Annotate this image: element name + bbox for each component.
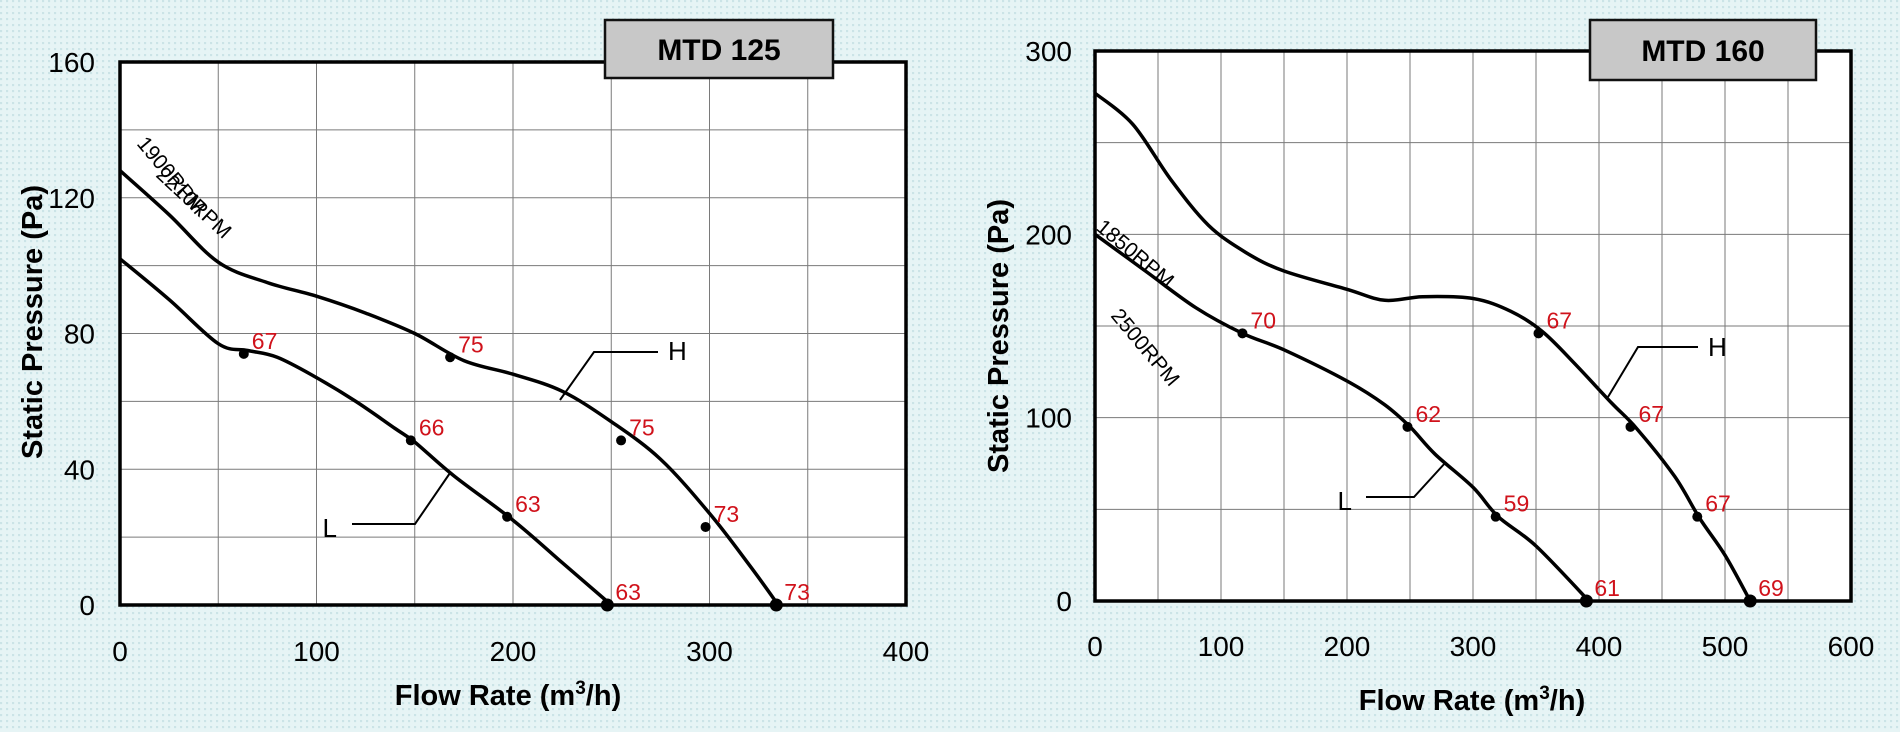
curve-tag-label: H	[668, 336, 687, 366]
x-axis-title-superscript: 3	[575, 678, 586, 699]
x-axis-title: Flow Rate (m3/h)	[1359, 683, 1585, 717]
x-axis-title-tail: /h)	[586, 680, 621, 712]
data-label: 67	[1639, 401, 1665, 427]
y-tick-label: 0	[79, 590, 95, 621]
x-tick-label: 300	[686, 636, 733, 667]
x-tick-label: 0	[1087, 631, 1103, 662]
data-label: 63	[515, 491, 541, 517]
data-point	[769, 598, 783, 612]
data-point	[700, 521, 711, 532]
data-point	[1490, 511, 1501, 522]
data-label: 59	[1504, 491, 1530, 517]
x-axis-title-main: Flow Rate (m	[1359, 685, 1539, 717]
x-tick-label: 200	[1324, 631, 1371, 662]
data-label: 61	[1594, 575, 1620, 601]
data-point	[238, 348, 249, 359]
chart-1: 0 100 200 300 400 500 600 0 100 200 300 Static Pres…	[983, 18, 1875, 717]
y-tick-label: 200	[1025, 219, 1072, 250]
data-label: 70	[1250, 307, 1276, 333]
x-axis-title-superscript: 3	[1539, 683, 1550, 704]
data-point	[616, 435, 627, 446]
y-tick-label: 300	[1025, 36, 1072, 67]
y-tick-label: 40	[64, 454, 95, 485]
y-axis-title: Static Pressure (Pa)	[17, 185, 49, 459]
curve-tag-label: L	[323, 513, 337, 543]
data-point	[405, 435, 416, 446]
leader-line	[1366, 461, 1447, 498]
x-tick-label: 100	[1198, 631, 1245, 662]
x-tick-label: 300	[1450, 631, 1497, 662]
series-line	[118, 257, 613, 607]
data-label: 67	[252, 328, 278, 354]
x-tick-label: 400	[1576, 631, 1623, 662]
chart-title-box	[603, 18, 835, 80]
x-tick-label: 400	[883, 636, 930, 667]
y-tick-label: 80	[64, 319, 95, 350]
data-label: 73	[784, 579, 810, 605]
x-tick-label: 200	[490, 636, 537, 667]
data-label: 75	[458, 331, 484, 357]
y-axis-title: Static Pressure (Pa)	[983, 199, 1015, 473]
y-tick-label: 100	[1025, 403, 1072, 434]
x-tick-label: 600	[1828, 631, 1875, 662]
data-point	[1625, 421, 1636, 432]
data-point	[502, 511, 513, 522]
leader-line	[352, 472, 451, 525]
data-label: 67	[1705, 491, 1731, 517]
data-label: 75	[629, 414, 655, 440]
leader-line	[559, 351, 658, 401]
data-label: 63	[615, 579, 641, 605]
data-point	[1533, 328, 1544, 339]
plot-frame	[1093, 49, 1853, 603]
chart-title: MTD 160	[1641, 35, 1764, 68]
curve-tag-label: L	[1338, 486, 1352, 516]
data-point	[1743, 594, 1757, 608]
data-point	[1579, 594, 1593, 608]
chart-title: MTD 125	[657, 34, 780, 67]
data-label: 62	[1415, 401, 1441, 427]
series-line	[118, 169, 780, 607]
data-label: 73	[714, 501, 740, 527]
chart-title-box	[1588, 18, 1818, 82]
y-tick-label: 0	[1056, 586, 1072, 617]
data-point	[1237, 328, 1248, 339]
plot-frame	[118, 60, 908, 607]
x-axis-title-tail: /h)	[1550, 685, 1585, 717]
data-point	[445, 352, 456, 363]
series-line	[1093, 91, 1752, 602]
data-point	[1692, 511, 1703, 522]
data-point	[1402, 421, 1413, 432]
y-tick-label: 160	[48, 47, 95, 78]
data-label: 67	[1547, 307, 1573, 333]
leader-line	[1607, 346, 1698, 398]
y-tick-label: 120	[48, 183, 95, 214]
chart-0: 0 100 200 300 400 0 40 80 120 160 Static Pressure …	[17, 18, 930, 712]
data-label: 66	[419, 414, 445, 440]
x-axis-title-main: Flow Rate (m	[395, 680, 575, 712]
x-tick-label: 100	[293, 636, 340, 667]
data-point	[600, 598, 614, 612]
x-tick-label: 0	[112, 636, 128, 667]
curve-tag-label: H	[1708, 332, 1727, 362]
x-axis-title: Flow Rate (m3/h)	[395, 678, 621, 712]
x-tick-label: 500	[1702, 631, 1749, 662]
data-label: 69	[1758, 575, 1784, 601]
